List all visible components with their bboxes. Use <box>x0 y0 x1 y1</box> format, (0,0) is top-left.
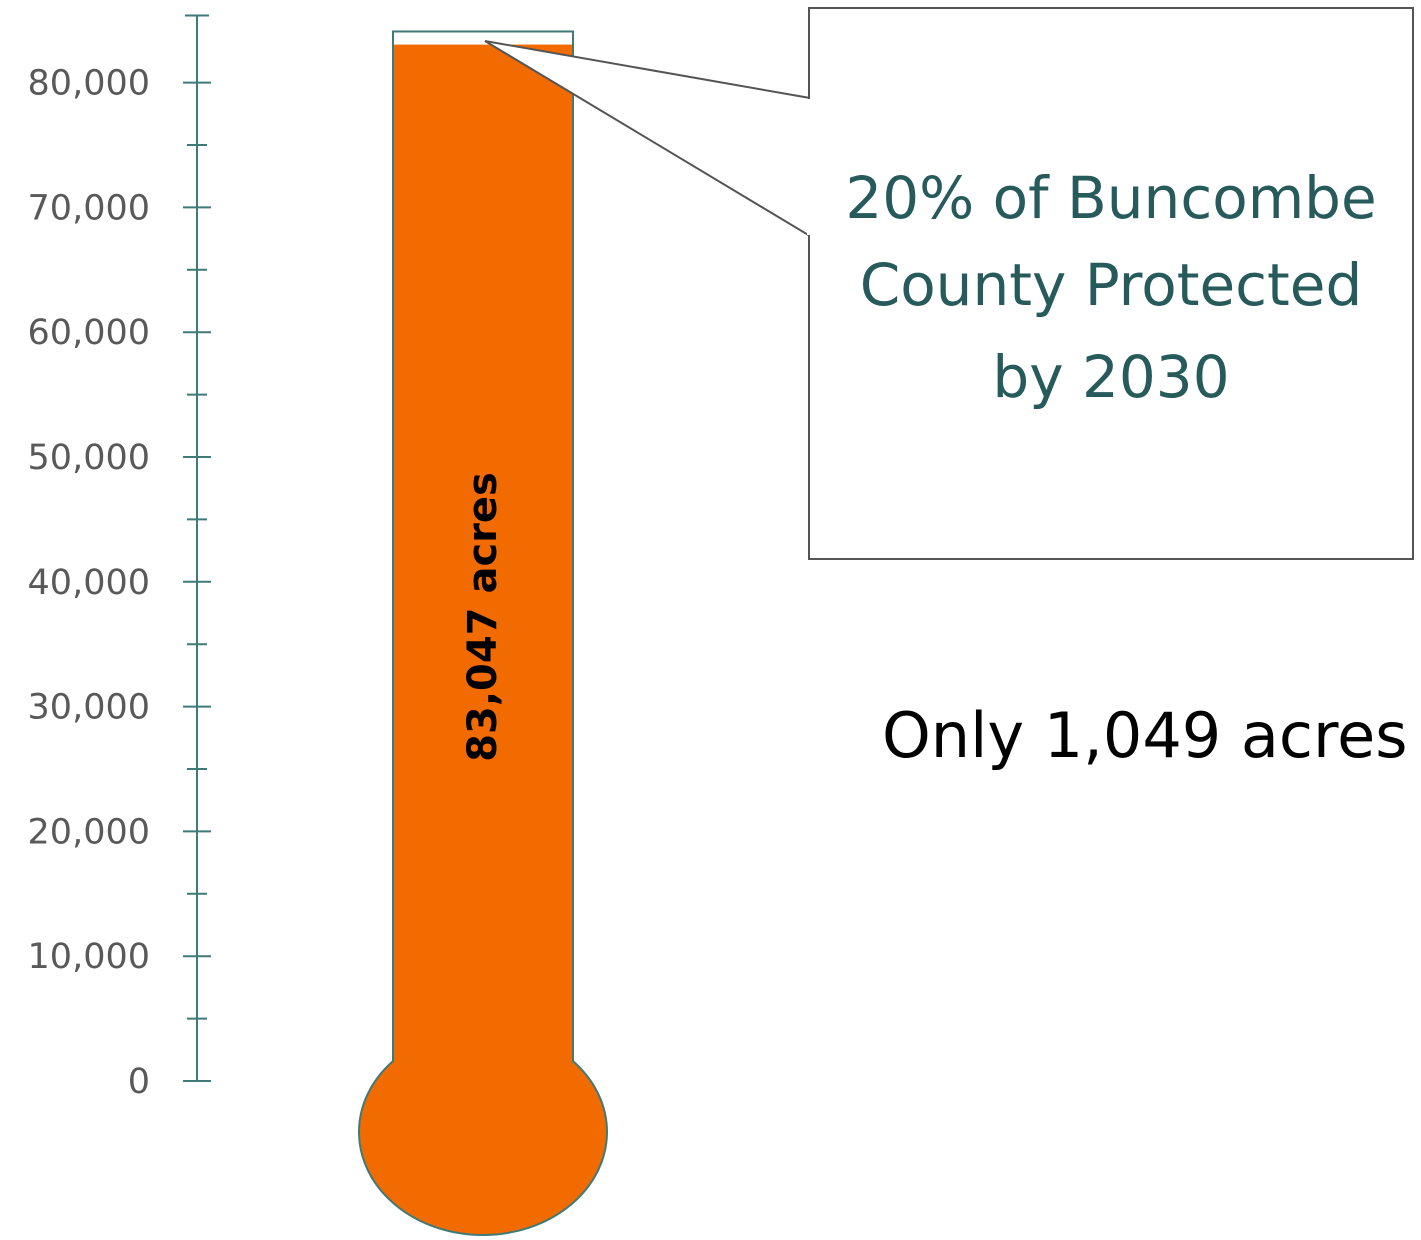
callout-text-line-3: by 2030 <box>992 343 1229 411</box>
thermometer: 83,047 acres <box>358 30 608 1236</box>
y-axis-tick-label: 20,000 <box>28 812 150 852</box>
y-axis-tick-labels: 0 10,000 20,000 30,000 40,000 50,000 60,000 70,… <box>28 64 150 1102</box>
callout-text-line-1: 20% of Buncombe <box>845 164 1376 232</box>
y-axis-tick-label: 30,000 <box>28 688 150 728</box>
bar-acres-protected <box>394 44 572 1110</box>
callout-text-line-2: County Protected <box>860 251 1363 319</box>
goal-callout: 20% of Buncombe County Protected by 2030 <box>484 7 1414 560</box>
bar-value-label: 83,047 acres <box>460 472 506 762</box>
y-axis-tick-label: 0 <box>128 1062 150 1102</box>
callout-box <box>808 7 1414 560</box>
y-axis-tick-label: 70,000 <box>28 188 150 228</box>
y-axis-tick-label: 10,000 <box>28 937 150 977</box>
y-axis-tick-label: 40,000 <box>28 563 150 603</box>
y-axis-tick-label: 50,000 <box>28 438 150 478</box>
remaining-acres-note: Only 1,049 acres to go! <box>882 699 1421 772</box>
y-axis-tick-label: 80,000 <box>28 64 150 104</box>
y-axis-tick-label: 60,000 <box>28 313 150 353</box>
y-axis <box>183 14 211 1082</box>
